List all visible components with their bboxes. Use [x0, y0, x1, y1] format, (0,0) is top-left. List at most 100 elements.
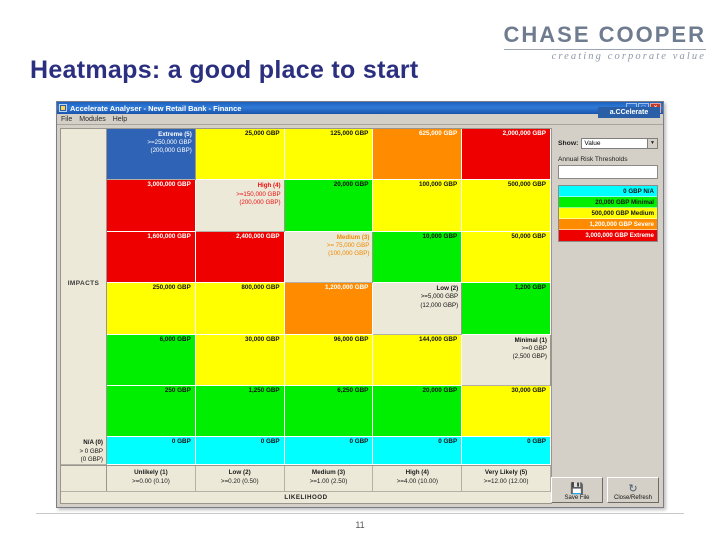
menu-item-file[interactable]: File — [61, 115, 73, 123]
heatmap-cell[interactable]: 1,200,000 GBP — [284, 283, 374, 335]
column-header-title: Unlikely (1) — [134, 469, 168, 476]
heatmap-cell[interactable]: 6,000 GBP — [107, 334, 196, 387]
row-header-line2: >=0 GBP — [521, 344, 547, 352]
row-header-title: Extreme (5) — [158, 131, 192, 138]
column-header-title: Low (2) — [228, 469, 251, 476]
logo-brand-text: CHASE COOPER — [503, 22, 706, 47]
heatmap-matrix: IMPACTS Extreme (5) >=250,000 GBP (200,000… — [60, 128, 552, 504]
window-titlebar: Accelerate Analyser - New Retail Bank - … — [57, 102, 663, 114]
window-title: Accelerate Analyser - New Retail Bank - … — [70, 103, 242, 113]
legend-row[interactable]: 0 GBP N/A — [559, 186, 657, 197]
heatmap-cell[interactable]: 25,000 GBP — [195, 129, 285, 181]
likelihood-column-headers: Unlikely (1) >=0.00 (0.10) Low (2) >=0.20 (… — [61, 465, 551, 491]
heatmap-cell[interactable]: 50,000 GBP — [462, 231, 551, 284]
row-header-title: Low (2) — [436, 285, 459, 293]
show-label: Show: — [558, 140, 579, 147]
legend-row[interactable]: 500,000 GBP Medium — [559, 208, 657, 219]
row-header-line2: >= 75,000 GBP — [326, 242, 370, 249]
heatmap-cell[interactable]: 0 GBP — [462, 437, 551, 465]
show-selector-row: Show: Value ▼ — [558, 138, 658, 149]
close-refresh-label: Close/Refresh — [613, 495, 652, 501]
matrix-column-header[interactable]: High (4) >=4.00 (10.00) — [373, 466, 463, 491]
menu-item-help[interactable]: Help — [112, 115, 128, 123]
chevron-down-icon[interactable]: ▼ — [647, 139, 657, 148]
save-icon: 💾 — [570, 483, 584, 495]
heatmap-cell[interactable]: 625,000 GBP — [373, 129, 463, 181]
panel-button-bar: 💾 Save File ↻ Close/Refresh — [551, 477, 659, 503]
matrix-row-header[interactable]: Medium (3) >= 75,000 GBP (100,000 GBP) — [284, 231, 374, 284]
heatmap-grid: IMPACTS Extreme (5) >=250,000 GBP (200,000… — [61, 129, 551, 465]
heatmap-cell[interactable]: 250 GBP — [107, 386, 196, 438]
row-header-line2: >=150,000 GBP — [236, 190, 281, 198]
colfoot-spacer — [61, 466, 107, 491]
row-header-title: Minimal (1) — [514, 336, 547, 344]
heatmap-cell[interactable]: 1,200 GBP — [462, 283, 551, 335]
refresh-icon: ↻ — [628, 483, 638, 495]
column-header-sub: >=0.00 (0.10) — [131, 478, 170, 486]
matrix-column-header[interactable]: Very Likely (5) >=12.00 (12.00) — [462, 466, 551, 491]
heatmap-cell[interactable]: 30,000 GBP — [195, 334, 285, 387]
row-header-line3: (12,000 GBP) — [420, 301, 459, 309]
matrix-row-header[interactable]: N/A (0) > 0 GBP (0 GBP) — [61, 437, 107, 465]
heatmap-cell[interactable]: 1,250 GBP — [195, 386, 285, 438]
threshold-legend: 0 GBP N/A 20,000 GBP Minimal 500,000 GBP M… — [558, 185, 658, 242]
heatmap-cell[interactable]: 0 GBP — [373, 437, 463, 465]
heatmap-cell[interactable]: 30,000 GBP — [462, 386, 551, 438]
matrix-row-header[interactable]: Low (2) >=5,000 GBP (12,000 GBP) — [373, 283, 463, 335]
menu-item-modules[interactable]: Modules — [79, 115, 106, 123]
heatmap-cell[interactable]: 100,000 GBP — [373, 180, 463, 232]
accelerate-badge: a.CCelerate — [598, 107, 660, 118]
heatmap-cell[interactable]: 2,000,000 GBP — [462, 129, 551, 181]
column-header-title: Very Likely (5) — [484, 469, 528, 476]
heatmap-cell[interactable]: 500,000 GBP — [462, 180, 551, 232]
matrix-row-header[interactable]: Extreme (5) >=250,000 GBP (200,000 GBP) — [107, 129, 196, 181]
show-dropdown-value: Value — [584, 140, 601, 147]
legend-row[interactable]: 20,000 GBP Minimal — [559, 197, 657, 208]
row-header-line3: (200,000 GBP) — [239, 198, 281, 206]
heatmap-cell[interactable]: 144,000 GBP — [373, 334, 463, 387]
logo-divider — [503, 49, 706, 50]
matrix-row-header[interactable]: Minimal (1) >=0 GBP (2,500 GBP) — [462, 334, 551, 387]
row-header-title: High (4) — [257, 182, 281, 190]
page-title: Heatmaps: a good place to start — [30, 56, 419, 84]
heatmap-cell[interactable]: 10,000 GBP — [373, 231, 463, 284]
heatmap-cell[interactable]: 0 GBP — [284, 437, 374, 465]
chase-cooper-logo: CHASE COOPER creating corporate value — [503, 22, 706, 62]
likelihood-axis-label: LIKELIHOOD — [61, 491, 551, 503]
heatmap-cell[interactable]: 0 GBP — [107, 437, 196, 465]
legend-row[interactable]: 3,000,000 GBP Extreme — [559, 230, 657, 241]
column-header-title: Medium (3) — [311, 469, 346, 476]
matrix-row-header[interactable]: High (4) >=150,000 GBP (200,000 GBP) — [195, 180, 285, 232]
heatmap-cell[interactable]: 0 GBP — [195, 437, 285, 465]
save-file-label: Save File — [564, 495, 590, 501]
row-header-line3: (0 GBP) — [80, 455, 103, 463]
row-header-line2: >=5,000 GBP — [420, 293, 459, 301]
matrix-column-header[interactable]: Unlikely (1) >=0.00 (0.10) — [107, 466, 196, 491]
row-header-line3: (2,500 GBP) — [512, 353, 547, 360]
heatmap-cell[interactable]: 250,000 GBP — [107, 283, 196, 335]
row-header-line3: (100,000 GBP) — [328, 250, 370, 258]
row-header-line2: > 0 GBP — [79, 447, 103, 455]
row-header-line2: >=250,000 GBP — [147, 139, 192, 147]
heatmap-cell[interactable]: 20,000 GBP — [284, 180, 374, 232]
heatmap-cell[interactable]: 96,000 GBP — [284, 334, 374, 387]
threshold-input[interactable] — [558, 165, 658, 179]
heatmap-cell[interactable]: 20,000 GBP — [373, 386, 463, 438]
column-header-sub: >=12.00 (12.00) — [483, 478, 529, 486]
legend-row[interactable]: 1,200,000 GBP Severe — [559, 219, 657, 230]
logo-tagline: creating corporate value — [551, 51, 706, 62]
save-file-button[interactable]: 💾 Save File — [551, 477, 603, 503]
heatmap-cell[interactable]: 1,600,000 GBP — [107, 231, 196, 284]
show-dropdown[interactable]: Value ▼ — [581, 138, 658, 149]
threshold-label: Annual Risk Thresholds — [558, 156, 628, 163]
heatmap-cell[interactable]: 2,400,000 GBP — [195, 231, 285, 284]
close-refresh-button[interactable]: ↻ Close/Refresh — [607, 477, 659, 503]
heatmap-cell[interactable]: 800,000 GBP — [195, 283, 285, 335]
matrix-column-header[interactable]: Medium (3) >=1.00 (2.50) — [285, 466, 374, 491]
heatmap-cell[interactable]: 3,000,000 GBP — [107, 180, 196, 232]
matrix-column-header[interactable]: Low (2) >=0.20 (0.50) — [196, 466, 285, 491]
heatmap-cell[interactable]: 125,000 GBP — [284, 129, 374, 181]
heatmap-cell[interactable]: 6,250 GBP — [284, 386, 374, 438]
window-body: IMPACTS Extreme (5) >=250,000 GBP (200,000… — [57, 107, 663, 507]
